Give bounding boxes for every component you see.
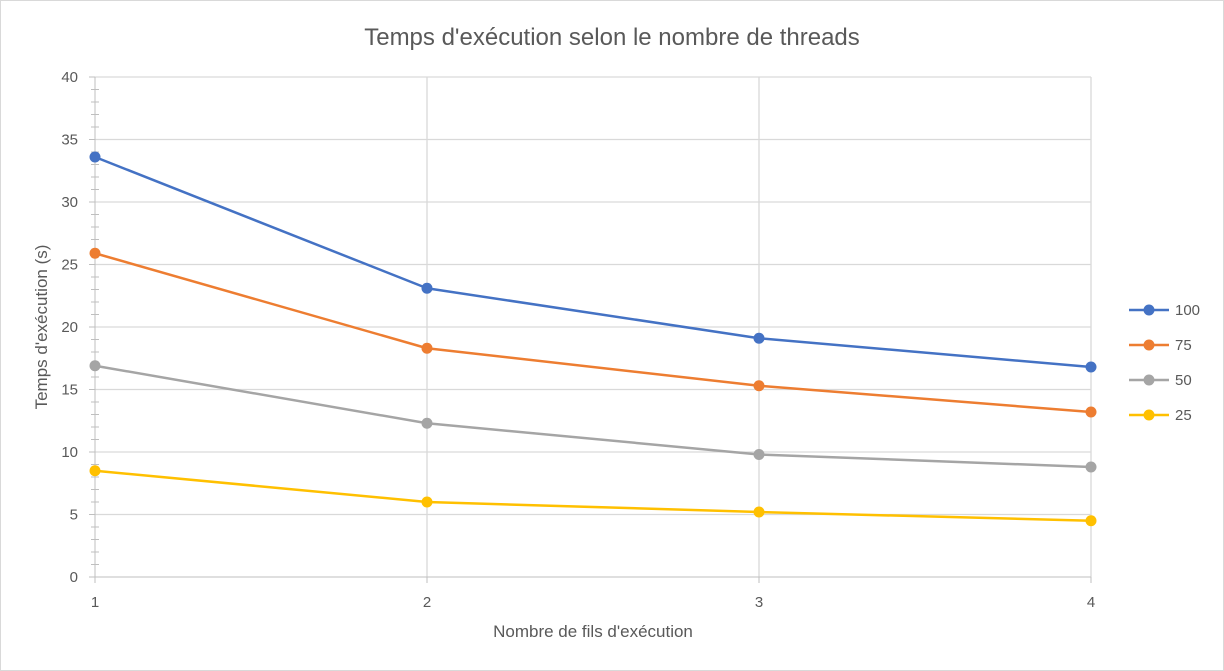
data-point xyxy=(753,332,765,344)
data-point xyxy=(89,360,101,372)
x-tick-label: 1 xyxy=(91,594,99,611)
legend-label: 100 xyxy=(1175,302,1200,319)
data-point xyxy=(753,380,765,392)
legend-label: 75 xyxy=(1175,337,1192,354)
y-tick-label: 15 xyxy=(61,382,78,399)
y-tick-label: 5 xyxy=(70,507,78,524)
data-point xyxy=(1085,515,1097,527)
legend-item: 25 xyxy=(1129,407,1192,424)
y-tick-label: 0 xyxy=(70,569,78,586)
data-point xyxy=(89,151,101,163)
data-point xyxy=(753,506,765,518)
series-line xyxy=(94,364,1092,469)
legend-item: 100 xyxy=(1129,302,1200,319)
x-tick-label: 2 xyxy=(423,594,431,611)
y-tick-label: 10 xyxy=(61,444,78,461)
x-tick-label: 3 xyxy=(755,594,763,611)
legend-swatch-marker xyxy=(1143,374,1155,386)
data-point xyxy=(89,247,101,259)
y-tick-label: 35 xyxy=(61,132,78,149)
legend-item: 75 xyxy=(1129,337,1192,354)
y-tick-label: 40 xyxy=(61,69,78,86)
legend-label: 50 xyxy=(1175,372,1192,389)
legend: 100 75 50 25 xyxy=(1129,302,1200,424)
series-line xyxy=(94,252,1092,414)
legend-label: 25 xyxy=(1175,407,1192,424)
series-25 xyxy=(89,465,1097,527)
data-point xyxy=(1085,361,1097,373)
grid xyxy=(95,76,1092,577)
axes: 0 5 10 15 20 25 30 35 40 1 2 3 4 xyxy=(61,69,1095,611)
data-point xyxy=(89,465,101,477)
y-tick-label: 30 xyxy=(61,194,78,211)
data-point xyxy=(421,496,433,508)
series-line xyxy=(94,469,1092,522)
data-point xyxy=(753,449,765,460)
series-group xyxy=(89,151,1097,527)
legend-swatch-marker xyxy=(1143,304,1155,316)
y-axis-label: Temps d'exécution (s) xyxy=(32,245,51,410)
data-point xyxy=(421,417,433,429)
legend-swatch-marker xyxy=(1143,339,1155,351)
data-point xyxy=(1085,461,1097,473)
legend-swatch-marker xyxy=(1143,409,1155,421)
data-point xyxy=(421,282,433,294)
chart-title: Temps d'exécution selon le nombre de thr… xyxy=(364,24,860,51)
legend-item: 50 xyxy=(1129,372,1192,389)
x-axis-label: Nombre de fils d'exécution xyxy=(493,622,693,641)
x-tick-label: 4 xyxy=(1087,594,1095,611)
series-75 xyxy=(89,247,1097,418)
data-point xyxy=(421,342,433,354)
series-50 xyxy=(89,360,1097,473)
data-point xyxy=(1085,406,1097,418)
series-line xyxy=(94,155,1092,369)
y-tick-label: 20 xyxy=(61,319,78,336)
y-tick-label: 25 xyxy=(61,257,78,274)
series-100 xyxy=(89,151,1097,373)
